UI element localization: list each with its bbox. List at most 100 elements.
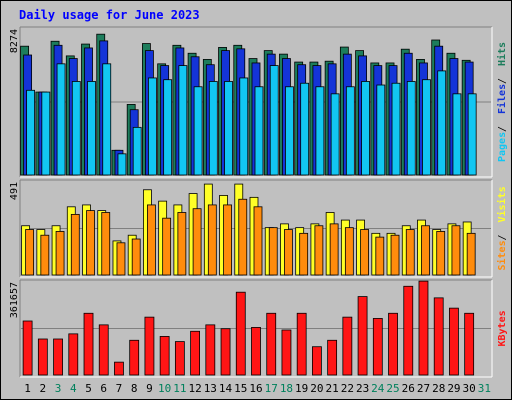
legend-label-sites: Sites — [496, 240, 508, 270]
bar-kbytes-day-4 — [68, 333, 79, 376]
bar-pages-day-28 — [437, 70, 447, 176]
day-label-18: 18 — [280, 382, 293, 395]
legend-separator: / — [497, 234, 508, 240]
panel-legend: Sites / Visits — [496, 186, 508, 270]
day-label-5: 5 — [85, 382, 92, 395]
bar-kbytes-day-21 — [327, 339, 338, 376]
day-label-12: 12 — [188, 382, 201, 395]
bar-kbytes-day-5 — [83, 312, 94, 376]
bar-kbytes-day-13 — [205, 324, 216, 376]
bar-kbytes-day-18 — [281, 329, 292, 376]
bar-pages-day-1 — [26, 89, 36, 176]
bar-pages-day-30 — [467, 93, 477, 176]
bar-pages-day-19 — [300, 82, 310, 176]
chart-panels: 8274 Pages / Files / Hits 491 Sites / Visit… — [9, 26, 508, 378]
bar-sites-day-22 — [344, 227, 354, 276]
bar-kbytes-day-17 — [266, 312, 277, 376]
chart-title: Daily usage for June 2023 — [19, 8, 200, 22]
day-label-28: 28 — [432, 382, 445, 395]
bar-pages-day-22 — [345, 86, 355, 176]
bar-pages-day-18 — [285, 86, 294, 176]
bar-sites-day-15 — [238, 198, 248, 276]
bar-pages-day-15 — [239, 77, 249, 176]
bar-sites-day-6 — [101, 212, 111, 276]
bar-sites-day-9 — [147, 204, 156, 276]
day-label-15: 15 — [234, 382, 247, 395]
bar-kbytes-day-30 — [464, 312, 475, 376]
day-label-4: 4 — [70, 382, 77, 395]
bar-pages-day-13 — [208, 81, 218, 176]
bar-sites-day-25 — [390, 234, 400, 276]
bar-kbytes-day-12 — [190, 330, 201, 376]
bar-sites-day-2 — [40, 234, 50, 276]
bar-kbytes-day-22 — [342, 316, 353, 376]
bar-kbytes-day-9 — [144, 316, 155, 376]
bar-kbytes-day-14 — [220, 328, 231, 376]
bar-sites-day-7 — [116, 242, 126, 276]
bar-sites-day-11 — [177, 212, 187, 276]
bar-pages-day-3 — [56, 63, 66, 176]
bar-sites-day-18 — [284, 229, 293, 276]
bar-sites-day-30 — [466, 232, 476, 276]
day-label-19: 19 — [295, 382, 308, 395]
bar-pages-day-24 — [376, 84, 386, 176]
bar-sites-day-26 — [405, 229, 415, 276]
bar-pages-day-25 — [391, 82, 401, 176]
legend-label-pages: Pages — [497, 132, 508, 162]
panel-legend: Pages / Files / Hits — [496, 42, 508, 162]
panel-visits-sites: 491 Sites / Visits — [9, 179, 508, 278]
legend-separator: / — [497, 126, 508, 132]
y-axis-max-label: 361657 — [9, 282, 20, 318]
day-label-23: 23 — [356, 382, 369, 395]
bar-pages-day-8 — [132, 126, 142, 176]
day-label-9: 9 — [146, 382, 153, 395]
day-label-27: 27 — [417, 382, 430, 395]
bar-sites-day-3 — [55, 231, 65, 276]
bar-pages-day-7 — [117, 153, 127, 176]
bar-kbytes-day-2 — [37, 338, 48, 376]
bar-sites-day-16 — [253, 206, 263, 276]
legend-label-kbytes: KBytes — [497, 310, 508, 346]
bar-pages-day-23 — [361, 81, 370, 176]
bar-kbytes-day-3 — [53, 338, 63, 376]
bar-pages-day-17 — [269, 65, 279, 176]
bar-pages-day-16 — [254, 86, 264, 176]
bar-sites-day-4 — [70, 213, 80, 276]
legend-separator: / — [497, 78, 508, 84]
bar-sites-day-28 — [436, 231, 446, 276]
bar-sites-day-14 — [223, 204, 232, 276]
bar-sites-day-19 — [299, 232, 309, 276]
bar-pages-day-10 — [163, 79, 173, 176]
panel-kbytes: 361657 KBytes — [9, 279, 508, 378]
bar-pages-day-20 — [315, 86, 325, 176]
bar-kbytes-day-8 — [129, 339, 140, 376]
day-label-29: 29 — [447, 382, 460, 395]
day-label-14: 14 — [219, 382, 233, 395]
bar-sites-day-1 — [25, 229, 35, 276]
bar-kbytes-day-28 — [433, 297, 444, 376]
bar-pages-day-2 — [41, 91, 51, 176]
bar-kbytes-day-29 — [449, 307, 459, 376]
bar-pages-day-21 — [330, 93, 340, 176]
day-label-17: 17 — [265, 382, 278, 395]
day-label-11: 11 — [173, 382, 186, 395]
bar-sites-day-27 — [421, 225, 430, 276]
day-label-26: 26 — [402, 382, 415, 395]
bar-pages-day-29 — [452, 93, 462, 176]
bar-kbytes-day-19 — [296, 312, 307, 376]
day-label-7: 7 — [116, 382, 123, 395]
legend-label-hits: Hits — [496, 42, 508, 66]
bar-pages-day-9 — [148, 77, 157, 176]
bar-kbytes-day-15 — [235, 291, 246, 376]
bar-sites-day-29 — [451, 225, 461, 276]
bar-sites-day-12 — [192, 208, 202, 276]
day-label-3: 3 — [55, 382, 62, 395]
bar-kbytes-day-10 — [159, 336, 170, 376]
bar-kbytes-day-27 — [418, 280, 429, 376]
bar-sites-day-8 — [131, 238, 141, 276]
day-label-6: 6 — [100, 382, 107, 395]
bar-kbytes-day-24 — [372, 318, 383, 376]
day-label-24: 24 — [371, 382, 385, 395]
